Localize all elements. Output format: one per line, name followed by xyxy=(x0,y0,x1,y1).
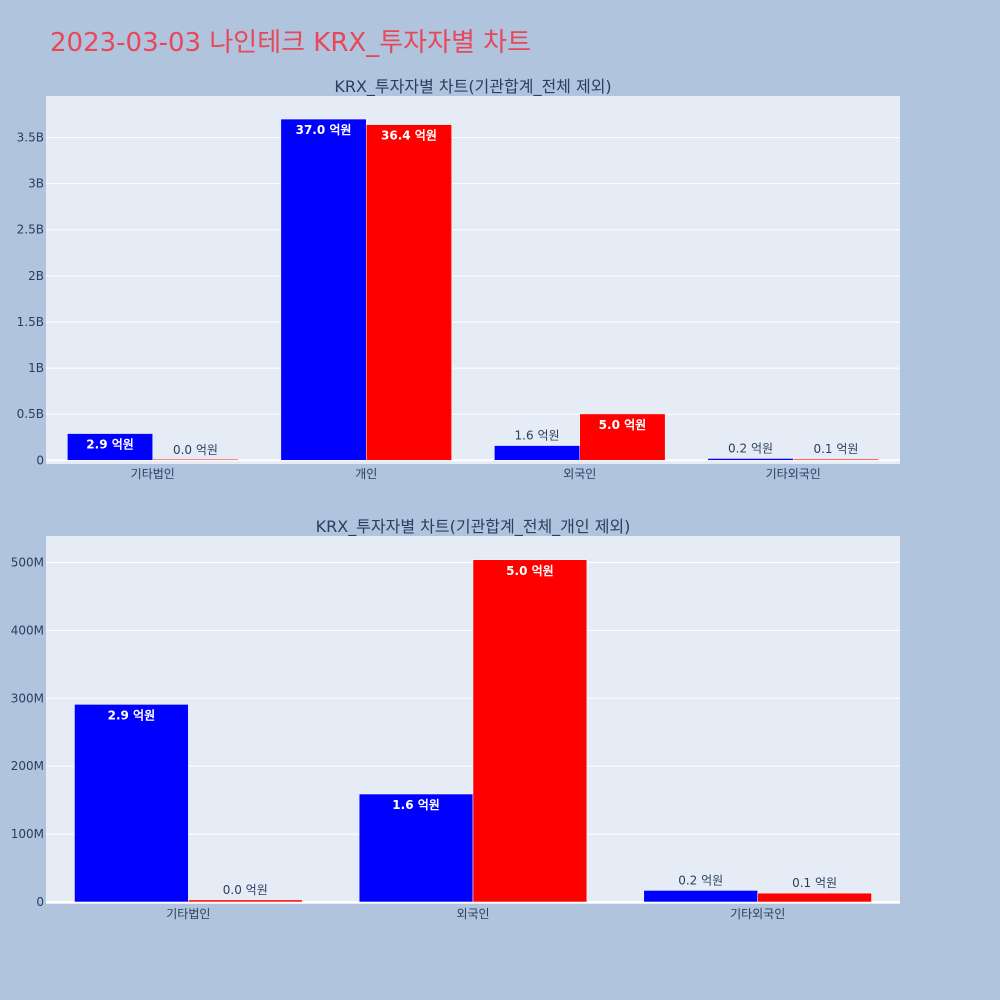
sell-bar xyxy=(472,559,588,903)
data-label: 0.0 억원 xyxy=(173,443,218,457)
chart-title: KRX_투자자별 차트(기관합계_전체_개인 제외) xyxy=(316,517,631,537)
y-tick-label: 3B xyxy=(28,177,44,191)
plot-area xyxy=(46,96,900,464)
y-tick-label: 2.5B xyxy=(17,223,44,237)
y-tick-label: 400M xyxy=(11,623,44,637)
data-label: 1.6 억원 xyxy=(515,429,560,443)
y-tick-label: 100M xyxy=(11,827,44,841)
y-tick-label: 0 xyxy=(36,895,44,909)
buy-bar xyxy=(358,793,474,903)
x-tick-label: 기타외국인 xyxy=(766,467,821,481)
chart-investor-excl-individual: KRX_투자자별 차트(기관합계_전체_개인 제외) 0 100M 200M 300M 4… xyxy=(11,517,900,921)
data-label: 5.0 억원 xyxy=(599,418,647,432)
data-label: 0.1 억원 xyxy=(813,442,858,456)
y-tick-label: 0.5B xyxy=(17,407,44,421)
buy-bar xyxy=(74,704,189,903)
data-label: 2.9 억원 xyxy=(108,708,156,722)
sell-bar xyxy=(793,458,879,461)
x-tick-label: 기타법인 xyxy=(166,907,210,921)
data-label: 1.6 억원 xyxy=(392,798,440,812)
x-tick-label: 개인 xyxy=(355,467,377,481)
y-tick-label: 2B xyxy=(28,269,44,283)
buy-bar xyxy=(707,458,794,461)
sell-bar xyxy=(152,459,239,461)
sell-bar xyxy=(366,124,452,461)
data-label: 0.1 억원 xyxy=(792,876,837,890)
data-label: 36.4 억원 xyxy=(381,129,437,143)
y-tick-label: 0 xyxy=(36,453,44,467)
page-title: 2023-03-03 나인테크 KRX_투자자별 차트 xyxy=(50,28,532,58)
data-label: 5.0 억원 xyxy=(506,564,554,578)
data-label: 2.9 억원 xyxy=(86,438,134,452)
data-label: 0.2 억원 xyxy=(678,873,723,887)
sell-bar xyxy=(188,899,303,903)
buy-bar xyxy=(494,445,581,461)
x-tick-label: 외국인 xyxy=(563,467,596,481)
y-tick-label: 1.5B xyxy=(17,315,44,329)
sell-bar xyxy=(579,413,666,461)
y-tick-label: 1B xyxy=(28,361,44,375)
buy-bar xyxy=(67,433,153,461)
y-tick-label: 200M xyxy=(11,759,44,773)
data-label: 37.0 억원 xyxy=(296,123,352,137)
x-tick-label: 외국인 xyxy=(456,907,489,921)
chart-title: KRX_투자자별 차트(기관합계_전체 제외) xyxy=(334,77,611,97)
data-label: 0.2 억원 xyxy=(728,441,773,455)
chart-investor-all: KRX_투자자별 차트(기관합계_전체 제외) 0 0.5B 1B 1.5B 2B 2.5B… xyxy=(17,77,900,481)
x-tick-label: 기타법인 xyxy=(131,467,175,481)
y-tick-label: 500M xyxy=(11,555,44,569)
buy-bar xyxy=(643,890,758,903)
x-tick-label: 기타외국인 xyxy=(730,907,785,921)
y-tick-label: 3.5B xyxy=(17,131,44,145)
sell-bar xyxy=(757,892,872,903)
y-tick-label: 300M xyxy=(11,691,44,705)
data-label: 0.0 억원 xyxy=(223,883,268,897)
buy-bar xyxy=(280,118,367,461)
